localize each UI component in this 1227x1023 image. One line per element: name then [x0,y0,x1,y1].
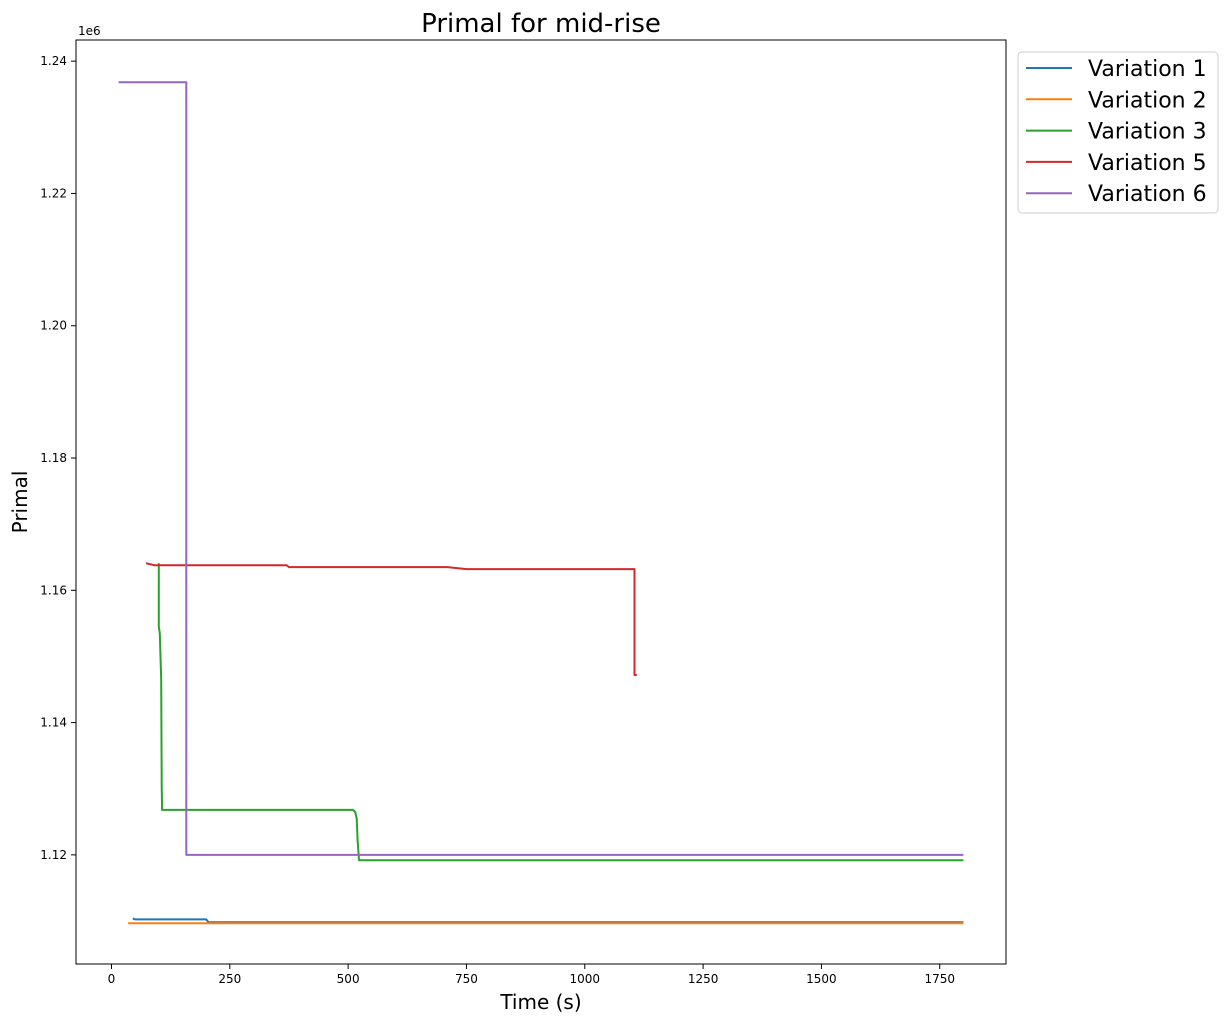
x-tick-label: 250 [218,972,241,986]
y-tick-label: 1.16 [40,583,67,597]
x-tick-label: 1500 [806,972,837,986]
plot-frame [75,39,1007,965]
x-axis-title: Time (s) [499,990,581,1014]
y-tick-label: 1.18 [40,451,67,465]
y-axis: 1.12 1.14 1.16 1.18 1.20 1.22 1.24 [40,54,76,862]
x-tick-label: 1000 [570,972,601,986]
x-axis: 0 250 500 750 1000 1250 1500 1750 [108,964,955,986]
legend-label-variation-5: Variation 6 [1088,182,1207,207]
series-line-variation-5 [118,81,964,856]
y-axis-offset-label: 1e6 [78,24,101,38]
series-line-variation-4 [145,562,637,676]
legend-label-variation-3: Variation 3 [1088,120,1207,145]
legend-frame [1017,51,1219,214]
y-tick-label: 1.22 [40,186,67,200]
series-line-variation-3 [157,563,964,862]
x-tick-label: 500 [337,972,360,986]
x-tick-label: 750 [455,972,478,986]
x-tick-label: 0 [108,972,116,986]
legend: Variation 1 Variation 2 Variation 3 Variati… [1017,51,1219,214]
x-tick-label: 1750 [924,972,955,986]
legend-label-variation-4: Variation 5 [1088,151,1207,176]
y-axis-title: Primal [8,471,32,534]
chart-title: Primal for mid-rise [421,9,661,39]
series-layer [118,81,964,925]
y-tick-label: 1.24 [40,54,67,68]
legend-label-variation-2: Variation 2 [1088,88,1207,113]
y-tick-label: 1.14 [40,716,67,730]
y-tick-label: 1.20 [40,319,67,333]
y-tick-label: 1.12 [40,848,67,862]
legend-label-variation-1: Variation 1 [1088,57,1207,82]
x-tick-label: 1250 [688,972,719,986]
